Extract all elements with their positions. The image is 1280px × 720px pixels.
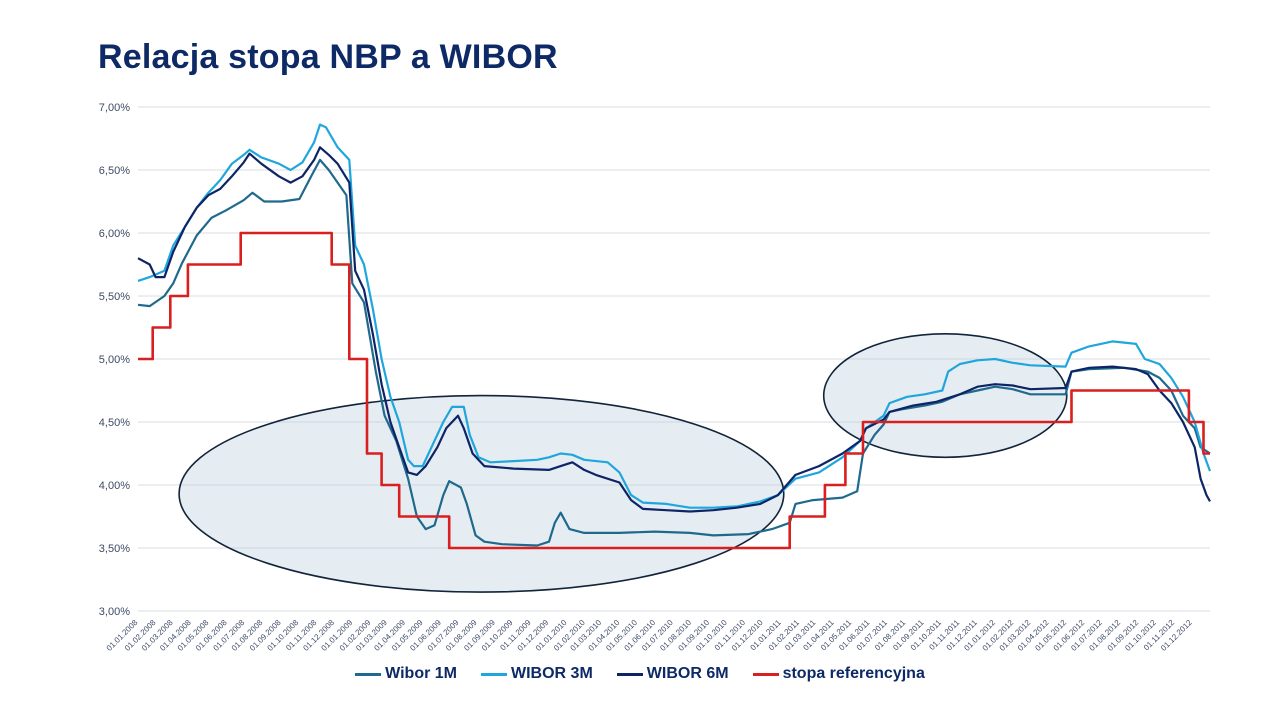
series-line-stopa-referencyjna xyxy=(138,231,1210,550)
y-tick-label: 4,50% xyxy=(99,417,130,429)
highlight-layer xyxy=(178,333,1068,593)
legend-swatch xyxy=(752,672,779,676)
legend-swatch xyxy=(355,672,382,676)
legend-label: WIBOR 6M xyxy=(646,665,729,682)
y-axis-ticks: 3,00% 3,50% 4,00% 4,50% 5,00% 5,50% 6,00% 6,50%… xyxy=(99,102,130,618)
series-layer xyxy=(137,123,1212,550)
legend-label: WIBOR 3M xyxy=(511,665,593,682)
highlight-ellipse xyxy=(178,394,785,593)
legend-item: WIBOR 6M xyxy=(616,665,729,683)
chart-legend: Wibor 1M WIBOR 3M WIBOR 6M stopa referencyj… xyxy=(0,665,1280,683)
chart-title: Relacja stopa NBP a WIBOR xyxy=(98,38,558,76)
legend-label: Wibor 1M xyxy=(385,665,457,682)
legend-swatch xyxy=(481,672,507,676)
legend-item: Wibor 1M xyxy=(355,665,457,683)
series-line-wibor-1m xyxy=(137,158,1211,547)
y-tick-label: 6,00% xyxy=(99,228,130,240)
y-tick-label: 7,00% xyxy=(99,102,130,114)
series-line-wibor-3m xyxy=(137,123,1212,509)
y-tick-label: 6,50% xyxy=(99,165,130,177)
y-tick-label: 3,50% xyxy=(99,543,130,555)
y-tick-label: 4,00% xyxy=(99,480,130,492)
y-tick-label: 5,00% xyxy=(99,354,130,366)
y-tick-label: 3,00% xyxy=(99,606,130,618)
legend-swatch xyxy=(616,672,643,676)
legend-item: stopa referencyjna xyxy=(752,665,925,683)
highlight-ellipse xyxy=(822,333,1068,459)
x-axis-ticks: 01.01.200801.02.200801.03.200801.04.2008… xyxy=(105,618,1194,653)
y-tick-label: 5,50% xyxy=(99,291,130,303)
legend-label: stopa referencyjna xyxy=(782,665,925,682)
series-line-wibor-6m xyxy=(137,146,1211,513)
legend-item: WIBOR 3M xyxy=(481,665,593,683)
